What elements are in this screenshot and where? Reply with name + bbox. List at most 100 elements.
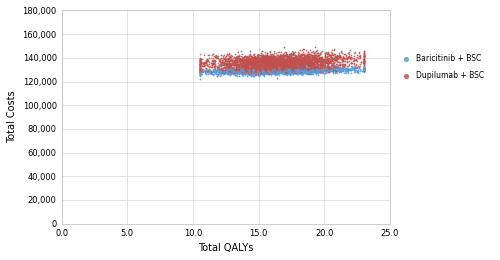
Dupilumab + BSC (285, 57, 293, 62)
Baricitinib + BSC (270, 66, 278, 70)
Baricitinib + BSC (288, 67, 296, 72)
Baricitinib + BSC (283, 69, 291, 73)
Baricitinib + BSC (246, 73, 254, 77)
Baricitinib + BSC (260, 65, 268, 69)
Dupilumab + BSC (290, 57, 298, 61)
Baricitinib + BSC (214, 69, 222, 73)
Baricitinib + BSC (317, 67, 325, 72)
Baricitinib + BSC (248, 67, 256, 72)
Dupilumab + BSC (210, 58, 218, 62)
Dupilumab + BSC (266, 61, 274, 65)
Dupilumab + BSC (274, 62, 282, 67)
Dupilumab + BSC (291, 59, 299, 63)
Baricitinib + BSC (242, 69, 250, 73)
Baricitinib + BSC (304, 68, 312, 72)
Dupilumab + BSC (241, 66, 249, 70)
Baricitinib + BSC (286, 69, 294, 73)
Dupilumab + BSC (250, 60, 258, 64)
Dupilumab + BSC (292, 58, 300, 62)
Dupilumab + BSC (263, 63, 271, 68)
Dupilumab + BSC (264, 60, 272, 64)
Dupilumab + BSC (310, 63, 318, 67)
Baricitinib + BSC (311, 70, 319, 74)
Dupilumab + BSC (252, 66, 260, 70)
Baricitinib + BSC (296, 68, 304, 72)
Baricitinib + BSC (196, 69, 203, 73)
Dupilumab + BSC (245, 60, 253, 64)
Dupilumab + BSC (298, 48, 306, 53)
Dupilumab + BSC (343, 58, 351, 63)
Baricitinib + BSC (301, 70, 309, 74)
Baricitinib + BSC (318, 69, 326, 74)
Dupilumab + BSC (223, 63, 231, 67)
Baricitinib + BSC (286, 67, 294, 72)
Baricitinib + BSC (254, 70, 262, 74)
Baricitinib + BSC (258, 70, 266, 74)
Baricitinib + BSC (330, 71, 338, 75)
Baricitinib + BSC (308, 68, 316, 72)
Dupilumab + BSC (296, 61, 304, 65)
Baricitinib + BSC (274, 69, 281, 73)
Baricitinib + BSC (273, 70, 281, 74)
Dupilumab + BSC (262, 63, 270, 67)
Dupilumab + BSC (279, 60, 287, 64)
Baricitinib + BSC (270, 70, 278, 74)
Baricitinib + BSC (302, 67, 310, 71)
Baricitinib + BSC (314, 67, 322, 71)
Baricitinib + BSC (228, 66, 236, 70)
Baricitinib + BSC (250, 68, 258, 73)
Baricitinib + BSC (234, 68, 242, 72)
Baricitinib + BSC (217, 67, 225, 71)
Baricitinib + BSC (252, 69, 260, 73)
Dupilumab + BSC (268, 58, 276, 63)
Baricitinib + BSC (198, 69, 205, 73)
Baricitinib + BSC (288, 68, 296, 72)
Baricitinib + BSC (294, 69, 302, 73)
Baricitinib + BSC (298, 67, 306, 72)
Baricitinib + BSC (298, 69, 306, 73)
Dupilumab + BSC (292, 54, 300, 58)
Baricitinib + BSC (268, 71, 276, 75)
Baricitinib + BSC (325, 68, 333, 72)
Dupilumab + BSC (196, 59, 203, 63)
Dupilumab + BSC (274, 59, 281, 63)
Baricitinib + BSC (286, 69, 294, 73)
Baricitinib + BSC (242, 69, 250, 73)
Dupilumab + BSC (212, 55, 220, 59)
Baricitinib + BSC (330, 64, 338, 68)
Baricitinib + BSC (282, 70, 290, 74)
Dupilumab + BSC (264, 64, 272, 68)
Baricitinib + BSC (256, 70, 264, 74)
Dupilumab + BSC (276, 57, 283, 62)
Dupilumab + BSC (250, 65, 258, 69)
Baricitinib + BSC (272, 69, 280, 73)
Baricitinib + BSC (315, 69, 323, 73)
Dupilumab + BSC (252, 63, 260, 68)
Dupilumab + BSC (258, 54, 266, 58)
Dupilumab + BSC (261, 62, 269, 66)
Dupilumab + BSC (314, 56, 322, 60)
Dupilumab + BSC (301, 63, 309, 67)
Baricitinib + BSC (238, 69, 246, 73)
Baricitinib + BSC (243, 70, 251, 74)
Dupilumab + BSC (207, 70, 215, 74)
Baricitinib + BSC (238, 69, 246, 74)
Dupilumab + BSC (266, 66, 274, 70)
Dupilumab + BSC (290, 58, 298, 63)
Dupilumab + BSC (297, 54, 305, 58)
Dupilumab + BSC (346, 55, 354, 60)
Baricitinib + BSC (265, 67, 273, 71)
Baricitinib + BSC (252, 70, 260, 74)
Baricitinib + BSC (300, 66, 308, 70)
Dupilumab + BSC (222, 61, 230, 65)
Dupilumab + BSC (278, 54, 286, 58)
Dupilumab + BSC (316, 52, 324, 56)
Baricitinib + BSC (305, 68, 313, 73)
Dupilumab + BSC (258, 60, 266, 64)
Baricitinib + BSC (328, 69, 336, 73)
Dupilumab + BSC (328, 57, 336, 61)
Baricitinib + BSC (268, 64, 276, 68)
Dupilumab + BSC (233, 63, 241, 67)
Baricitinib + BSC (273, 69, 281, 74)
Dupilumab + BSC (272, 60, 280, 64)
